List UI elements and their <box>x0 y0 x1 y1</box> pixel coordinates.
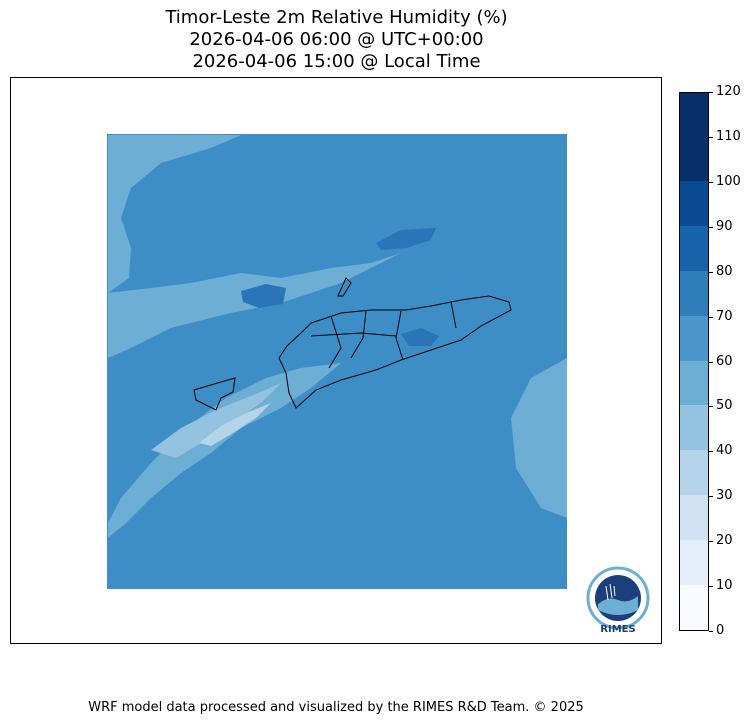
colorbar-tick-label: 70 <box>716 309 733 324</box>
map-frame <box>10 77 662 644</box>
colorbar-tick-label: 30 <box>716 488 733 503</box>
atauro-island-outline <box>337 277 352 297</box>
colorbar-tick-label: 120 <box>716 84 741 99</box>
colorbar-tick <box>709 586 713 587</box>
colorbar-segment <box>680 360 708 406</box>
colorbar-segment <box>680 180 708 226</box>
colorbar-tick <box>709 451 713 452</box>
colorbar <box>679 92 709 631</box>
oecusse-exclave-outline <box>193 377 236 411</box>
colorbar-tick-label: 0 <box>716 623 725 638</box>
colorbar-tick-label: 60 <box>716 354 733 369</box>
logo-text: RIMES <box>600 624 635 634</box>
colorbar-segment <box>680 315 708 361</box>
humidity-zone-80-90-west <box>241 284 286 308</box>
colorbar-tick-label: 20 <box>716 533 733 548</box>
colorbar-tick <box>709 541 713 542</box>
title-line-1: Timor-Leste 2m Relative Humidity (%) <box>165 7 508 28</box>
title-line-2: 2026-04-06 06:00 @ UTC+00:00 <box>189 29 484 50</box>
colorbar-tick <box>709 631 713 632</box>
humidity-zone-80-90-east <box>401 328 439 346</box>
humidity-map <box>107 134 567 589</box>
colorbar-segment <box>680 270 708 316</box>
colorbar-tick-label: 10 <box>716 578 733 593</box>
title-line-3: 2026-04-06 15:00 @ Local Time <box>192 51 481 72</box>
colorbar-tick-label: 100 <box>716 174 741 189</box>
colorbar-tick <box>709 227 713 228</box>
colorbar-tick <box>709 496 713 497</box>
colorbar-tick <box>709 272 713 273</box>
rimes-logo: RIMES <box>586 566 650 635</box>
humidity-zone-50-60 <box>151 383 281 458</box>
timor-leste-outline <box>278 295 512 409</box>
colorbar-tick <box>709 317 713 318</box>
colorbar-tick-label: 40 <box>716 443 733 458</box>
colorbar-tick-label: 80 <box>716 264 733 279</box>
humidity-field <box>107 134 567 589</box>
colorbar-segment <box>680 93 708 136</box>
humidity-zone-70-80-northwest <box>108 135 241 293</box>
colorbar-segment <box>680 404 708 451</box>
district-line-3 <box>395 310 404 361</box>
colorbar-segment <box>680 539 708 586</box>
colorbar-tick-label: 90 <box>716 219 733 234</box>
colorbar-tick-label: 110 <box>716 129 741 144</box>
humidity-zone-70-80-east <box>511 358 567 518</box>
district-line-2 <box>350 310 367 359</box>
colorbar-tick <box>709 92 713 93</box>
humidity-zone-40-50 <box>199 403 271 446</box>
humidity-zone-80-90-north <box>376 228 436 250</box>
colorbar-tick <box>709 406 713 407</box>
colorbar-tick-label: 50 <box>716 398 733 413</box>
district-line-1 <box>328 315 342 369</box>
colorbar-tick <box>709 362 713 363</box>
colorbar-segment <box>680 135 708 181</box>
district-line-4 <box>450 301 457 329</box>
colorbar-segment <box>680 494 708 541</box>
humidity-zone-60-70 <box>108 363 341 538</box>
district-line-5 <box>310 332 397 337</box>
colorbar-tick <box>709 182 713 183</box>
map-title: Timor-Leste 2m Relative Humidity (%) 202… <box>10 7 663 73</box>
colorbar-segment <box>680 584 708 630</box>
colorbar-tick <box>709 137 713 138</box>
colorbar-segment <box>680 449 708 496</box>
district-boundaries <box>193 277 512 411</box>
colorbar-segment <box>680 225 708 271</box>
footer-credit: WRF model data processed and visualized … <box>88 700 584 715</box>
